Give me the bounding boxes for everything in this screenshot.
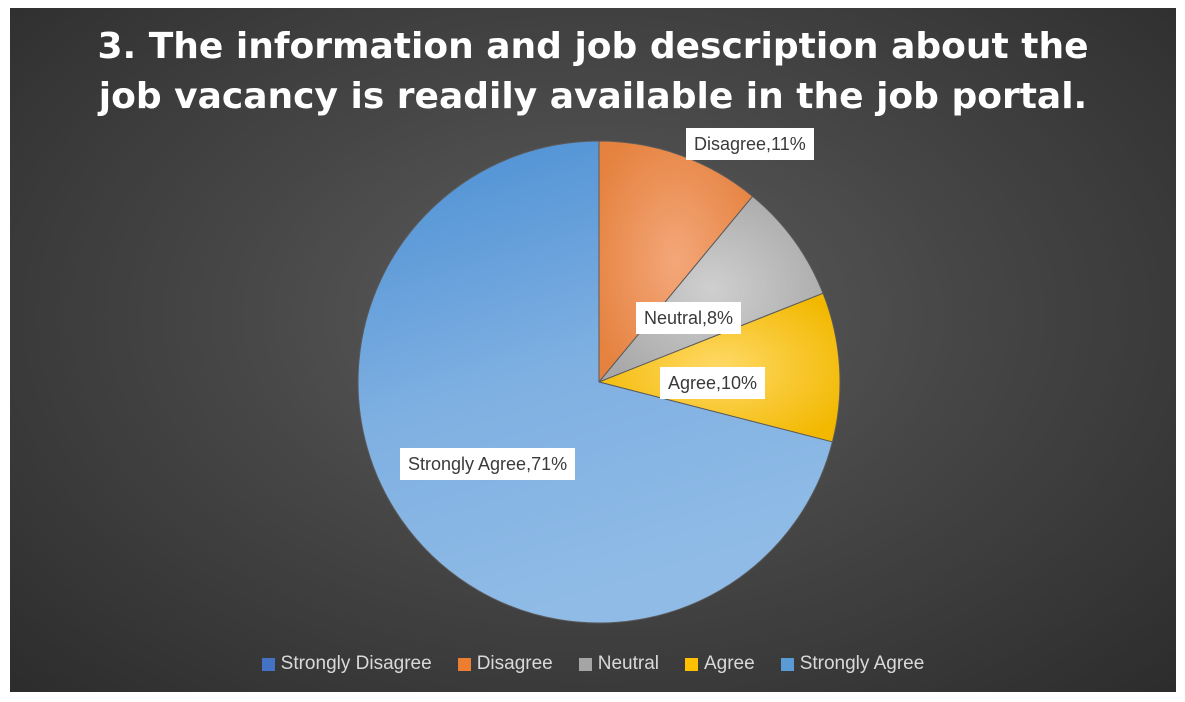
legend-label: Neutral: [597, 653, 659, 674]
legend-label: Strongly Disagree: [280, 653, 432, 674]
legend: Strongly Disagree Disagree Neutral Agree Str…: [10, 653, 1176, 675]
chart-title-line-2: job vacancy is readily available in the …: [98, 76, 1088, 117]
legend-item-disagree: Disagree: [457, 653, 553, 675]
pie-slice-neutral: [598, 195, 824, 383]
pie-chart: [357, 140, 841, 624]
legend-swatch: [780, 657, 794, 671]
data-label-agree: Agree,10%: [660, 367, 766, 399]
chart-title-line-1: 3. The information and job description a…: [97, 26, 1089, 67]
legend-label: Disagree: [476, 653, 553, 674]
data-label-neutral: Neutral,8%: [636, 302, 742, 334]
pie-slice-strongly-agree: [357, 140, 834, 624]
data-label-disagree: Disagree,11%: [686, 128, 814, 160]
legend-swatch: [684, 657, 698, 671]
chart-area: 3. The information and job description a…: [10, 8, 1176, 692]
legend-item-strongly-disagree: Strongly Disagree: [261, 653, 432, 675]
legend-item-strongly-agree: Strongly Agree: [780, 653, 925, 675]
legend-item-agree: Agree: [684, 653, 755, 675]
legend-swatch: [261, 657, 275, 671]
legend-label: Agree: [703, 653, 755, 674]
legend-label: Strongly Agree: [799, 653, 925, 674]
legend-swatch: [457, 657, 471, 671]
legend-item-neutral: Neutral: [578, 653, 659, 675]
data-label-strongly-agree: Strongly Agree,71%: [400, 448, 576, 480]
chart-title: 3. The information and job description a…: [10, 22, 1176, 122]
legend-swatch: [578, 657, 592, 671]
